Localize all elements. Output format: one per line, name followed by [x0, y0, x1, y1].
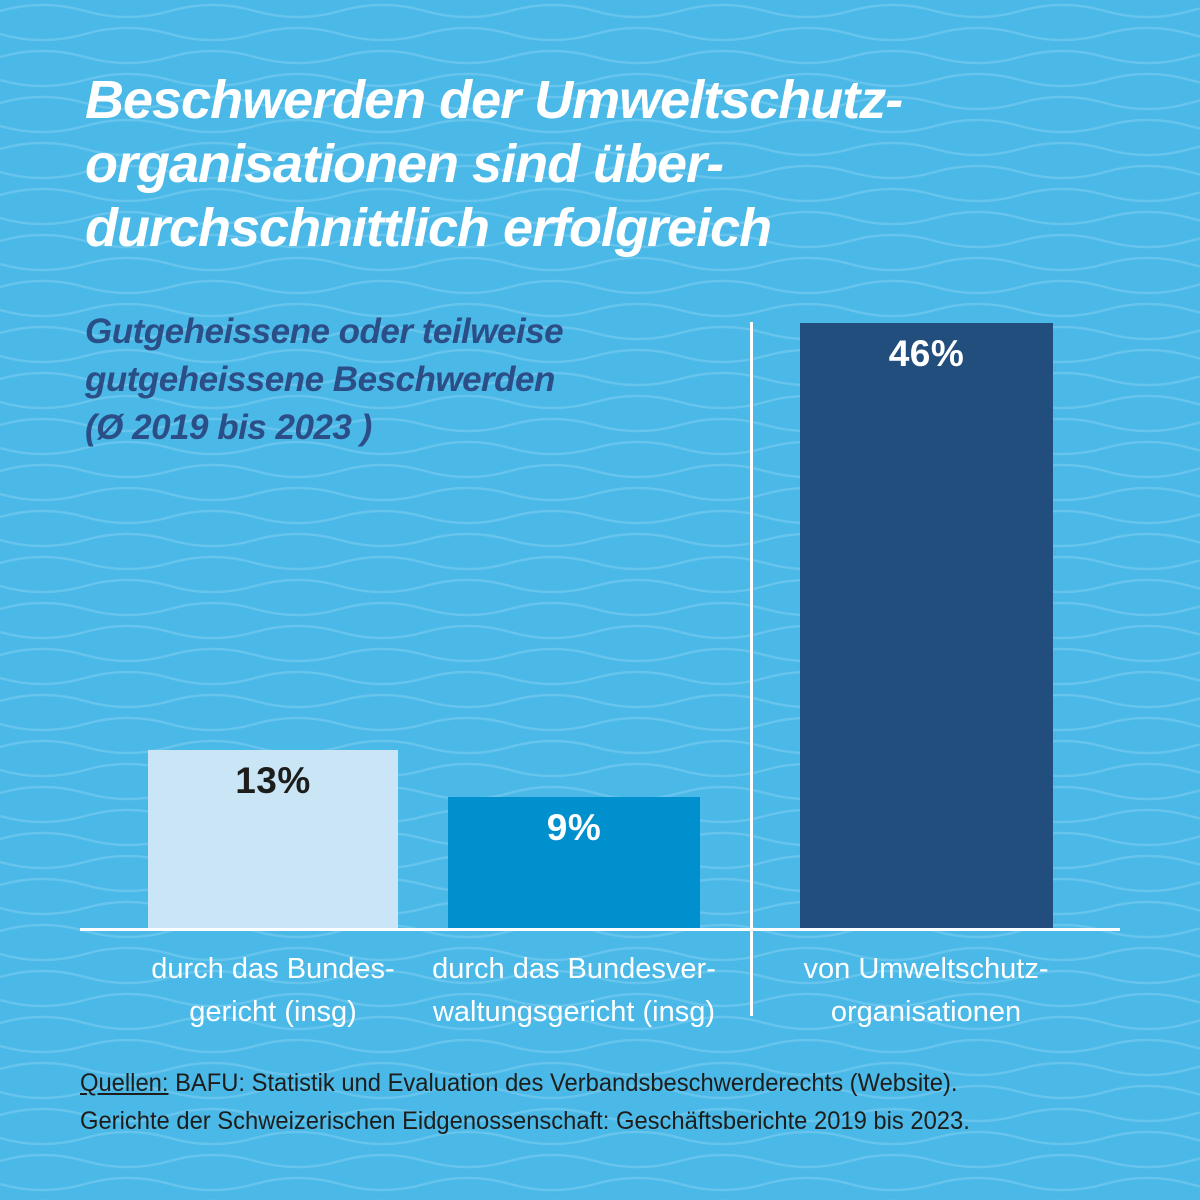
- chart-subtitle-line-2: gutgeheissene Beschwerden: [85, 360, 555, 399]
- category-label-line: durch das Bundesver-: [432, 953, 716, 985]
- sources-label: Quellen:: [80, 1069, 169, 1097]
- category-label-line: gericht (insg): [189, 996, 357, 1028]
- category-label-umweltschutzorganisationen: von Umweltschutz- organisationen: [726, 948, 1126, 1034]
- bar-value-bundesgericht: 13%: [235, 760, 311, 801]
- bar-umweltschutzorganisationen: 46%: [800, 323, 1053, 928]
- chart-subtitle-line-3: (Ø 2019 bis 2023 ): [85, 408, 372, 447]
- sources-note: Quellen: BAFU: Statistik und Evaluation …: [80, 1064, 1087, 1140]
- chart-subtitle-line-1: Gutgeheissene oder teilweise: [85, 312, 564, 351]
- sources-line-1-text: BAFU: Statistik und Evaluation des Verba…: [168, 1069, 958, 1097]
- chart-title-line-2: organisationen sind über-: [85, 134, 724, 194]
- bar-value-umweltschutzorganisationen: 46%: [888, 333, 965, 374]
- chart-title-line-3: durchschnittlich erfolgreich: [85, 198, 772, 258]
- category-label-bundesgericht: durch das Bundes- gericht (insg): [73, 948, 473, 1034]
- bar-value-bundesverwaltungsgericht: 9%: [546, 807, 602, 848]
- sources-line-2: Gerichte der Schweizerischen Eidgenossen…: [80, 1107, 970, 1135]
- chart-title-line-1: Beschwerden der Umweltschutz-: [85, 70, 903, 130]
- chart-title: Beschwerden der Umweltschutz- organisati…: [85, 68, 1125, 260]
- category-label-line: organisationen: [830, 996, 1022, 1028]
- category-label-line: waltungsgericht (insg): [432, 996, 716, 1028]
- chart-axis-baseline: [80, 928, 1120, 931]
- bar-bundesverwaltungsgericht: 9%: [448, 797, 700, 928]
- category-label-bundesverwaltungsgericht: durch das Bundesver- waltungsgericht (in…: [374, 948, 774, 1034]
- category-label-line: durch das Bundes-: [151, 953, 395, 985]
- sources-line-1: Quellen: BAFU: Statistik und Evaluation …: [80, 1064, 1087, 1102]
- category-label-line: von Umweltschutz-: [803, 953, 1049, 985]
- chart-separator-line: [750, 322, 753, 1016]
- chart-subtitle: Gutgeheissene oder teilweise gutgeheisse…: [85, 308, 725, 452]
- bar-bundesgericht: 13%: [148, 750, 398, 928]
